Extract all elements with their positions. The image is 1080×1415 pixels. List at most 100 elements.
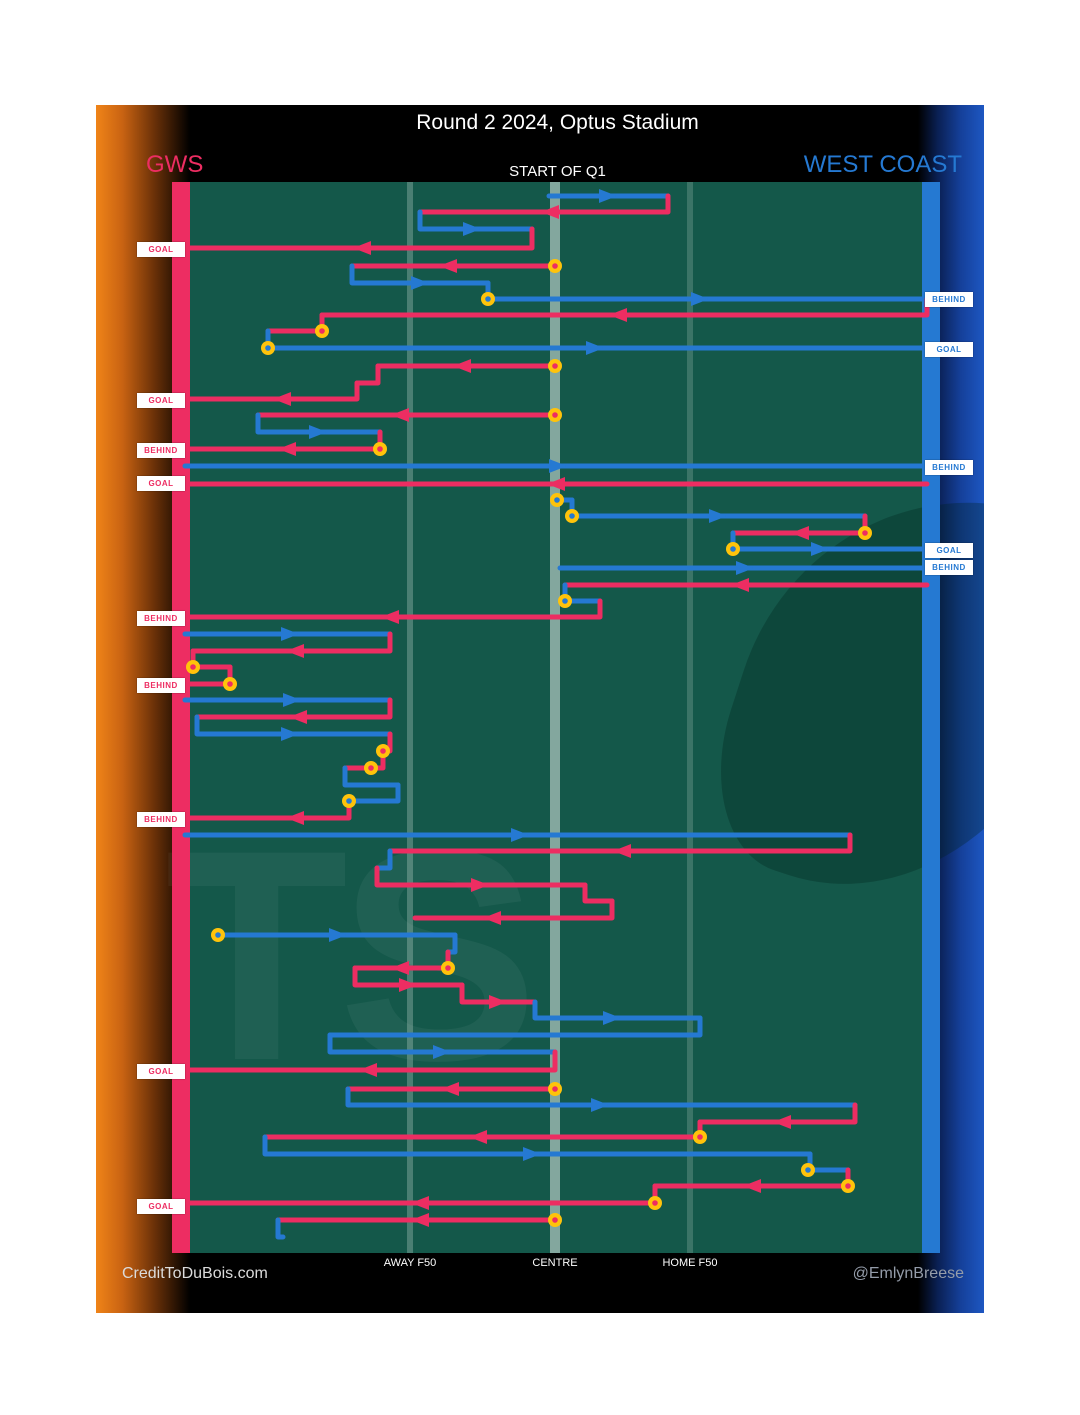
direction-arrow-icon: [286, 811, 304, 825]
direction-arrow-icon: [609, 308, 627, 322]
direction-arrow-icon: [603, 1011, 621, 1025]
axis-away-f50: AWAY F50: [383, 1257, 437, 1269]
stoppage-dot-center: [862, 530, 868, 536]
direction-arrow-icon: [586, 341, 604, 355]
direction-arrow-icon: [309, 425, 327, 439]
stoppage-dot-center: [697, 1134, 703, 1140]
stoppage-dot-center: [845, 1183, 851, 1189]
score-event-right-goal: GOAL: [925, 543, 973, 558]
direction-arrow-icon: [411, 276, 429, 290]
score-event-left-goal: GOAL: [137, 242, 185, 257]
direction-arrow-icon: [281, 727, 299, 741]
possession-segment-gws: [182, 226, 535, 251]
possession-worm-chart: [182, 189, 930, 1240]
possession-segment-gws: [190, 631, 393, 654]
possession-segment-wc: [374, 848, 393, 871]
stoppage-dot-center: [552, 412, 558, 418]
direction-arrow-icon: [691, 292, 709, 306]
score-event-left-behind: BEHIND: [137, 678, 185, 693]
direction-arrow-icon: [359, 1063, 377, 1077]
away-team-label: WEST COAST: [803, 151, 962, 178]
watermark-text: TS: [165, 787, 538, 1123]
direction-arrow-icon: [736, 561, 754, 575]
direction-arrow-icon: [811, 542, 829, 556]
direction-arrow-icon: [591, 1098, 609, 1112]
direction-arrow-icon: [441, 1082, 459, 1096]
stoppage-dot-center: [805, 1167, 811, 1173]
possession-segment-gws: [352, 965, 465, 988]
direction-arrow-icon: [511, 828, 529, 842]
score-event-left-goal: GOAL: [137, 1199, 185, 1214]
direction-arrow-icon: [329, 928, 347, 942]
stoppage-dot-center: [554, 497, 560, 503]
score-event-left-behind: BEHIND: [137, 812, 185, 827]
direction-arrow-icon: [453, 359, 471, 373]
stoppage-dot-center: [552, 1217, 558, 1223]
possession-segment-gws: [194, 697, 393, 720]
zone-axis: AWAY F50 CENTRE HOME F50: [185, 1257, 930, 1273]
direction-arrow-icon: [743, 1179, 761, 1193]
possession-segment-wc: [346, 782, 401, 804]
chart-canvas: Round 2 2024, Optus Stadium GWS WEST COA…: [96, 105, 984, 1313]
possession-segment-wc: [327, 1032, 558, 1055]
possession-segment-wc: [265, 328, 930, 351]
centre-line: [550, 182, 560, 1253]
away-f50-line: [407, 182, 413, 1253]
stoppage-dot-center: [485, 296, 491, 302]
direction-arrow-icon: [463, 222, 481, 236]
direction-arrow-icon: [391, 961, 409, 975]
score-event-left-goal: GOAL: [137, 1064, 185, 1079]
direction-arrow-icon: [731, 578, 749, 592]
credit-left: CreditToDuBois.com: [122, 1265, 268, 1282]
possession-segment-wc: [262, 1134, 813, 1157]
possession-segment-gws: [265, 312, 325, 334]
stoppage-dot-center: [215, 932, 221, 938]
possession-segment-gws: [582, 882, 615, 904]
possession-segment-gws: [459, 982, 538, 1005]
direction-arrow-icon: [381, 610, 399, 624]
stoppage-dot-center: [380, 748, 386, 754]
score-event-left-goal: GOAL: [137, 393, 185, 408]
possession-segment-wc: [342, 765, 401, 788]
score-event-right-behind: BEHIND: [925, 460, 973, 475]
possession-segment-gws: [374, 865, 588, 888]
direction-arrow-icon: [489, 995, 507, 1009]
possession-segment-gws: [354, 363, 381, 386]
direction-arrow-icon: [278, 442, 296, 456]
direction-arrow-icon: [773, 1115, 791, 1129]
direction-arrow-icon: [283, 693, 301, 707]
possession-segment-gws: [412, 898, 615, 921]
direction-arrow-icon: [433, 1045, 451, 1059]
stoppage-dot-center: [562, 598, 568, 604]
score-event-left-behind: BEHIND: [137, 443, 185, 458]
score-event-right-goal: GOAL: [925, 342, 973, 357]
direction-arrow-icon: [523, 1147, 541, 1161]
score-event-left-goal: GOAL: [137, 476, 185, 491]
stoppage-dot-center: [368, 765, 374, 771]
possession-segment-wc: [532, 999, 703, 1021]
axis-centre: CENTRE: [532, 1257, 578, 1269]
chart-title: Round 2 2024, Optus Stadium: [416, 111, 699, 134]
direction-arrow-icon: [613, 844, 631, 858]
direction-arrow-icon: [541, 205, 559, 219]
direction-arrow-icon: [547, 477, 565, 491]
direction-arrow-icon: [273, 392, 291, 406]
possession-segment-wc: [417, 209, 535, 232]
direction-arrow-icon: [599, 189, 617, 203]
stoppage-dot-center: [227, 681, 233, 687]
direction-arrow-icon: [289, 710, 307, 724]
stoppage-dot-center: [319, 328, 325, 334]
direction-arrow-icon: [709, 509, 727, 523]
stoppage-dot-center: [552, 1086, 558, 1092]
direction-arrow-icon: [483, 911, 501, 925]
stoppage-dot-center: [190, 664, 196, 670]
possession-segment-gws: [182, 1049, 558, 1073]
home-f50-line: [687, 182, 693, 1253]
direction-arrow-icon: [469, 1130, 487, 1144]
direction-arrow-icon: [411, 1196, 429, 1210]
score-event-right-behind: BEHIND: [925, 560, 973, 575]
stoppage-dot-center: [552, 263, 558, 269]
possession-segment-wc: [485, 280, 930, 302]
score-event-left-behind: BEHIND: [137, 611, 185, 626]
possession-segment-wc: [349, 263, 491, 286]
